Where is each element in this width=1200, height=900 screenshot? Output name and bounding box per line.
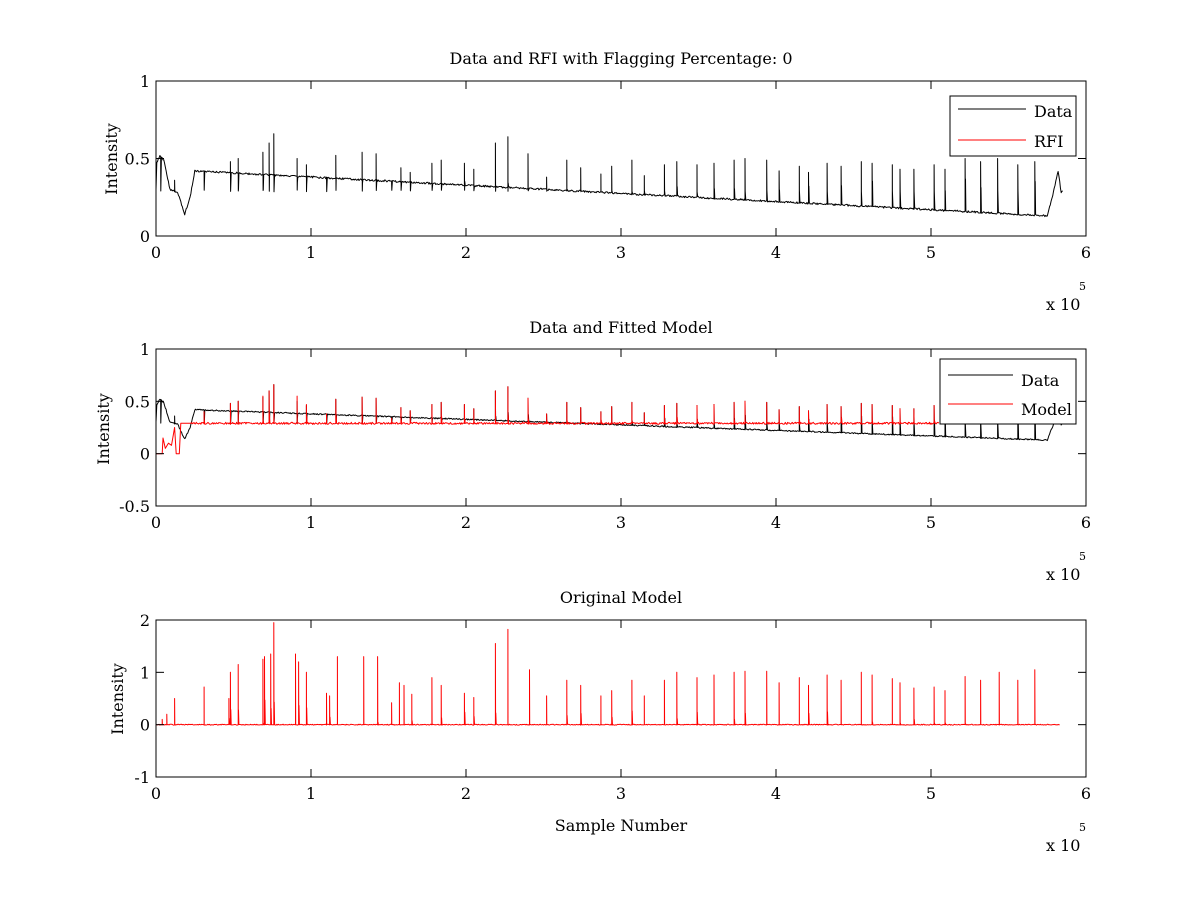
y-axis-label: Intensity: [102, 123, 121, 195]
legend: Data Model: [939, 358, 1077, 425]
x-tick-label: 2: [461, 513, 471, 532]
plot-area: [156, 622, 1060, 726]
y-tick-label: 1: [140, 663, 150, 682]
y-tick-label: 1: [140, 72, 150, 91]
x-tick-label: 1: [306, 513, 316, 532]
x-tick-label: 6: [1081, 513, 1091, 532]
y-tick-label: 0.5: [125, 150, 150, 169]
ticks: 0 1 2 3 4 5 6-0.500.51: [119, 340, 1091, 532]
subplot-title: Data and Fitted Model: [529, 318, 712, 337]
y-tick-label: 0: [140, 716, 150, 735]
x-tick-label: 3: [616, 243, 626, 262]
x-exponent-power: 5: [1079, 280, 1086, 293]
y-tick-label: 1: [140, 340, 150, 359]
x-tick-label: 2: [461, 784, 471, 803]
subplot-data-and-fitted-model: Data and Fitted Model Intensity 0 1 2 3 4 5 6 -…: [94, 318, 1091, 584]
x-exponent-base: x 10: [1046, 565, 1080, 584]
y-axis-label: Intensity: [108, 663, 127, 735]
legend-label-data: Data: [1021, 371, 1060, 390]
plot-area: [156, 133, 1063, 218]
x-tick-label: 4: [771, 243, 781, 262]
x-tick-label: 0: [151, 784, 161, 803]
x-tick-label: 2: [461, 243, 471, 262]
plot-area: [156, 384, 1063, 455]
x-tick-label: 1: [306, 243, 316, 262]
y-axis-label: Intensity: [94, 393, 113, 465]
subplot-title: Data and RFI with Flagging Percentage: 0: [449, 49, 792, 68]
x-exponent-power: 5: [1079, 550, 1086, 563]
y-tick-label: 2: [140, 611, 150, 630]
y-tick-label: 0: [140, 227, 150, 246]
x-exponent-power: 5: [1079, 821, 1086, 834]
x-exponent-base: x 10: [1046, 836, 1080, 855]
x-axis-label: Sample Number: [555, 816, 688, 835]
x-tick-label: 0: [151, 243, 161, 262]
legend-label-rfi: RFI: [1034, 132, 1063, 151]
y-tick-label: -0.5: [119, 497, 150, 516]
subplot-title: Original Model: [560, 588, 682, 607]
y-tick-label: -1: [134, 768, 150, 787]
y-tick-label: 0: [140, 445, 150, 464]
series-line-original-model: [156, 622, 1060, 726]
x-tick-label: 5: [926, 513, 936, 532]
x-tick-label: 5: [926, 243, 936, 262]
x-exponent-label: x 10 5: [1046, 280, 1086, 314]
x-tick-label: 3: [616, 784, 626, 803]
legend-label-model: Model: [1021, 400, 1072, 419]
x-tick-label: 5: [926, 784, 936, 803]
series-line-model: [156, 384, 940, 455]
y-tick-label: 0.5: [125, 392, 150, 411]
legend-box: [939, 358, 1077, 425]
x-tick-label: 6: [1081, 784, 1091, 803]
ticks: 0 1 2 3 4 5 6 0 0.5 1: [125, 72, 1092, 262]
x-exponent-label: x 10 5: [1046, 550, 1086, 584]
x-tick-label: 1: [306, 784, 316, 803]
subplot-data-and-rfi: Data and RFI with Flagging Percentage: 0…: [102, 49, 1091, 314]
legend-label-data: Data: [1034, 102, 1073, 121]
x-tick-label: 0: [151, 513, 161, 532]
x-tick-label: 3: [616, 513, 626, 532]
x-tick-label: 4: [771, 784, 781, 803]
legend: Data RFI: [949, 95, 1077, 157]
series-line-data: [156, 133, 1063, 218]
x-exponent-label: x 10 5: [1046, 821, 1086, 855]
x-exponent-base: x 10: [1046, 295, 1080, 314]
legend-box: [949, 95, 1077, 157]
x-tick-label: 6: [1081, 243, 1091, 262]
x-tick-label: 4: [771, 513, 781, 532]
